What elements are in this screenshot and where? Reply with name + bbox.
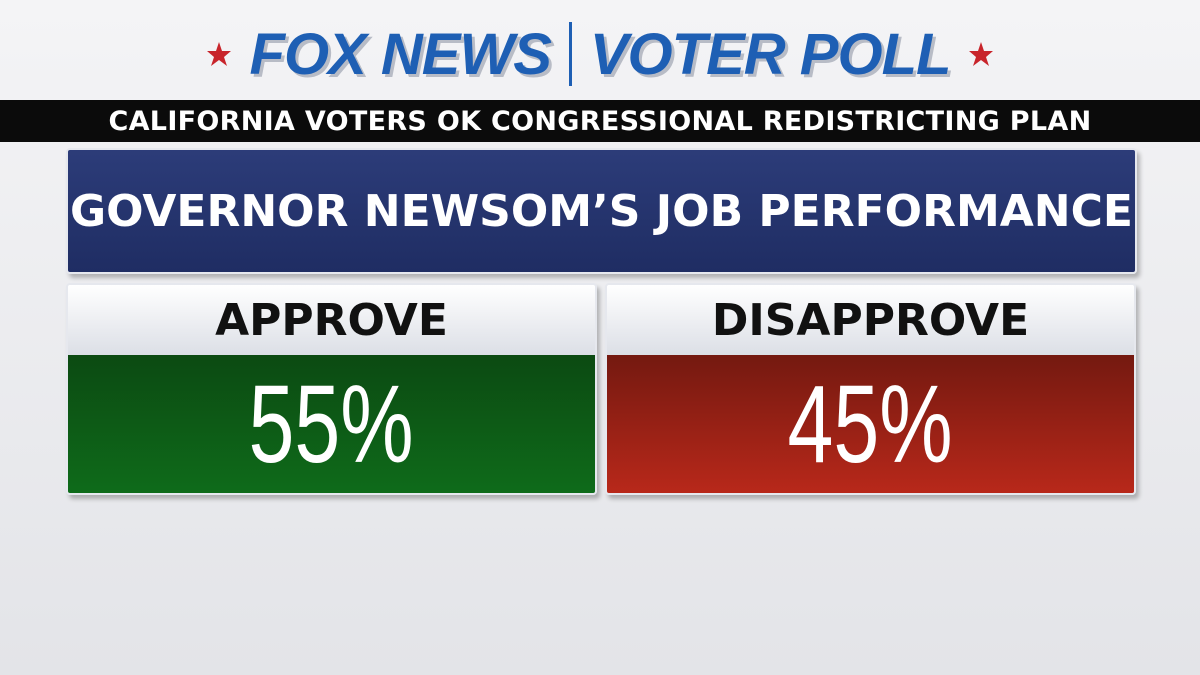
result-label: APPROVE — [68, 285, 595, 355]
separator — [568, 22, 572, 86]
section: VOTER POLL — [589, 21, 952, 87]
brand: FOX NEWS — [249, 21, 552, 87]
logo: FOX NEWS VOTER POLL — [0, 14, 1200, 94]
result-value-box: 55% — [68, 355, 595, 493]
result-value-box: 45% — [607, 355, 1134, 493]
result-panel: APPROVE 55% — [66, 283, 597, 495]
result-panel: DISAPPROVE 45% — [605, 283, 1136, 495]
result-value: 55% — [248, 362, 415, 486]
star — [206, 42, 231, 66]
result-value: 45% — [787, 362, 954, 486]
title: GOVERNOR NEWSOM’S JOB PERFORMANCE — [66, 148, 1137, 274]
star — [969, 42, 994, 66]
result-label: DISAPPROVE — [607, 285, 1134, 355]
banner: CALIFORNIA VOTERS OK CONGRESSIONAL REDIS… — [0, 100, 1200, 142]
